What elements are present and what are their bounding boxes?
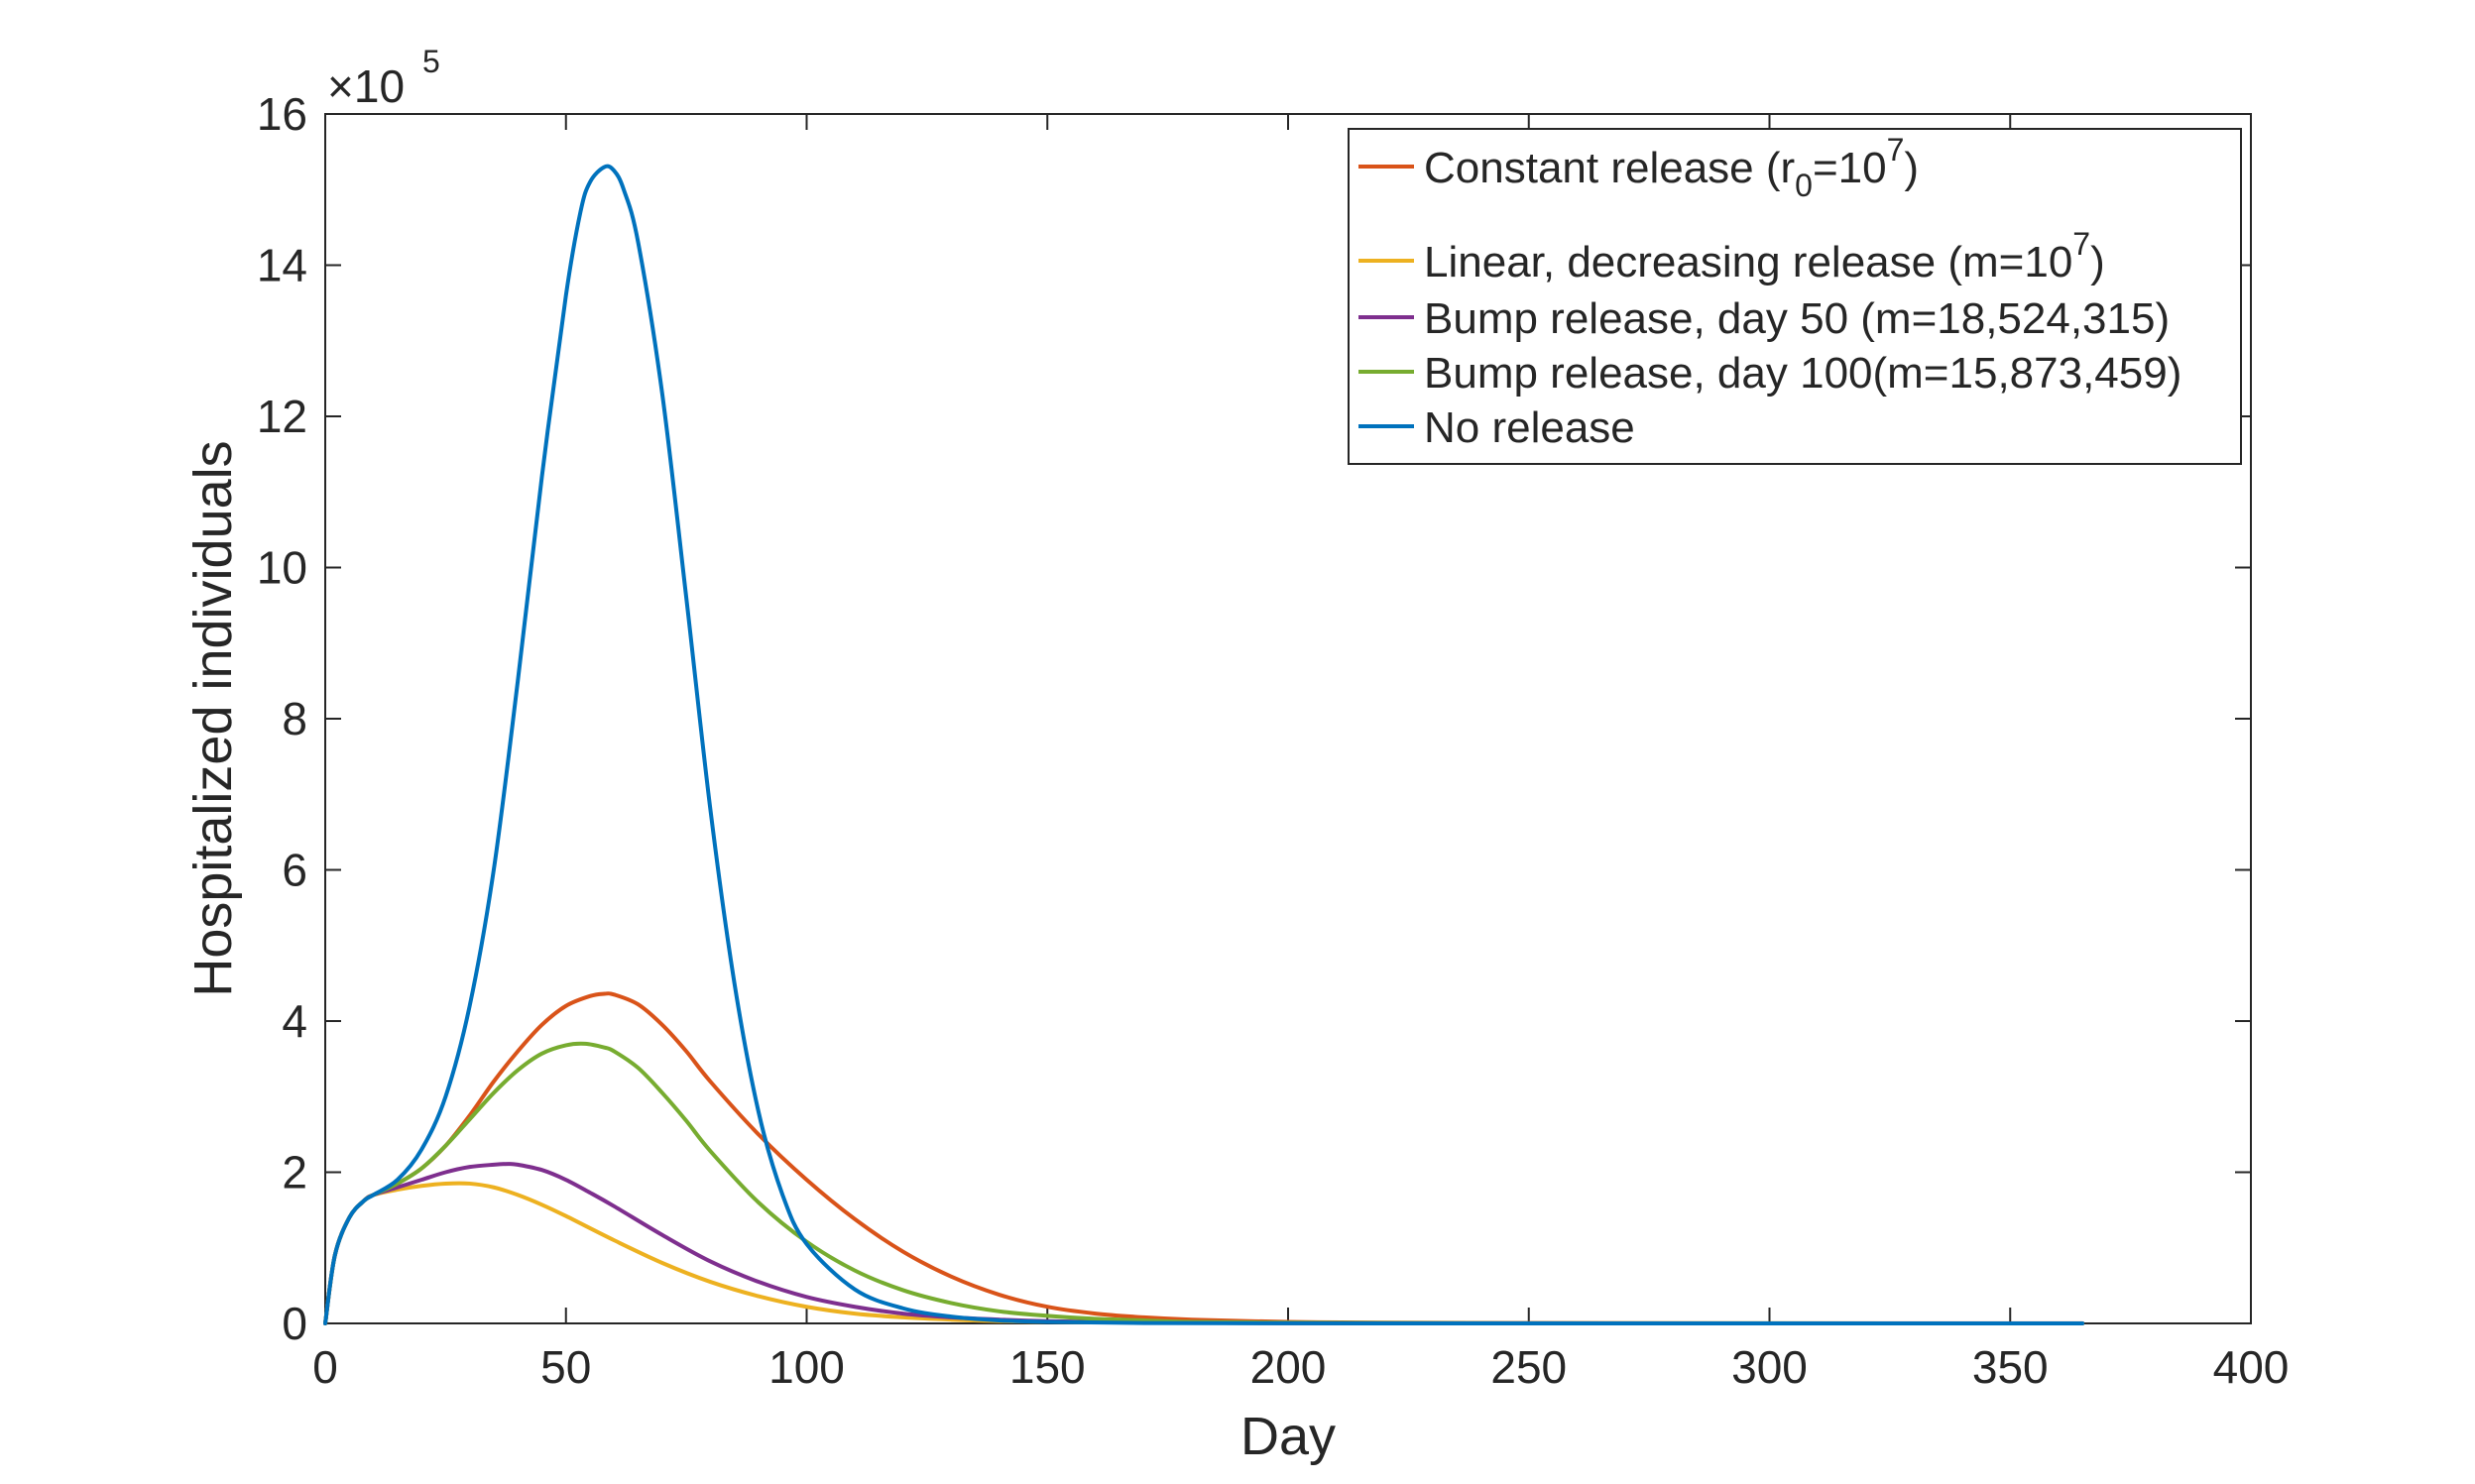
- y-tick-label: 8: [282, 693, 307, 744]
- legend-text-part: =10: [1813, 144, 1887, 192]
- legend-entry: Bump release, day 50 (m=18,524,315): [1424, 294, 2170, 343]
- y-tick-label: 4: [282, 995, 307, 1047]
- legend: Constant release (r0=107)Linear, decreas…: [1348, 128, 2242, 465]
- legend-text-part: ): [2090, 238, 2105, 286]
- y-tick-label: 2: [282, 1147, 307, 1199]
- y-tick-label: 16: [257, 88, 307, 140]
- x-tick-label: 300: [1731, 1341, 1808, 1393]
- series-line-4: [323, 1041, 2085, 1325]
- legend-text-part: ): [1904, 144, 1919, 192]
- y-axis-multiplier: ×10: [327, 60, 405, 112]
- legend-entry: Linear, decreasing release (m=107): [1424, 226, 2105, 286]
- x-tick-label: 50: [540, 1341, 591, 1393]
- x-tick-label: 0: [312, 1341, 338, 1393]
- y-tick-label: 12: [257, 391, 307, 442]
- series-line-5: [323, 164, 2085, 1325]
- y-axis-exponent-label: ×10 5: [327, 44, 440, 112]
- legend-box: [1348, 128, 2242, 465]
- series-line-3: [323, 1162, 2085, 1325]
- series-lines: [323, 164, 2085, 1325]
- legend-text-part: Constant release (r: [1424, 144, 1795, 192]
- x-axis-label: Day: [1240, 1407, 1336, 1466]
- legend-text-part: 7: [1887, 132, 1905, 168]
- y-tick-label: 10: [257, 542, 307, 594]
- y-axis: 0 2 4 6 8 10 12 14 16: [257, 88, 2251, 1349]
- x-axis: 0 50 100 150 200 250 300 350 400: [312, 114, 2289, 1393]
- x-tick-label: 200: [1250, 1341, 1327, 1393]
- legend-entry: Constant release (r0=107): [1424, 132, 1919, 203]
- series-line-2: [323, 1181, 2085, 1325]
- legend-entry: Bump release, day 100(m=15,873,459): [1424, 349, 2181, 398]
- legend-entry: No release: [1424, 403, 1635, 452]
- legend-text-part: Linear, decreasing release (m=10: [1424, 238, 2072, 286]
- legend-text-part: 0: [1795, 168, 1813, 203]
- x-tick-label: 250: [1490, 1341, 1567, 1393]
- y-tick-label: 0: [282, 1298, 307, 1349]
- y-tick-label: 14: [257, 240, 307, 291]
- legend-text-part: Bump release, day 100(m=15,873,459): [1424, 349, 2181, 398]
- y-tick-label: 6: [282, 845, 307, 896]
- legend-text-part: Bump release, day 50 (m=18,524,315): [1424, 294, 2170, 343]
- y-axis-label: Hospitalized individuals: [183, 440, 243, 996]
- x-tick-label: 150: [1009, 1341, 1086, 1393]
- x-tick-label: 400: [2213, 1341, 2290, 1393]
- x-tick-label: 350: [1972, 1341, 2049, 1393]
- legend-text-part: 7: [2072, 226, 2090, 262]
- y-axis-multiplier-exponent: 5: [422, 44, 440, 79]
- x-tick-label: 100: [768, 1341, 845, 1393]
- legend-text-part: No release: [1424, 403, 1635, 452]
